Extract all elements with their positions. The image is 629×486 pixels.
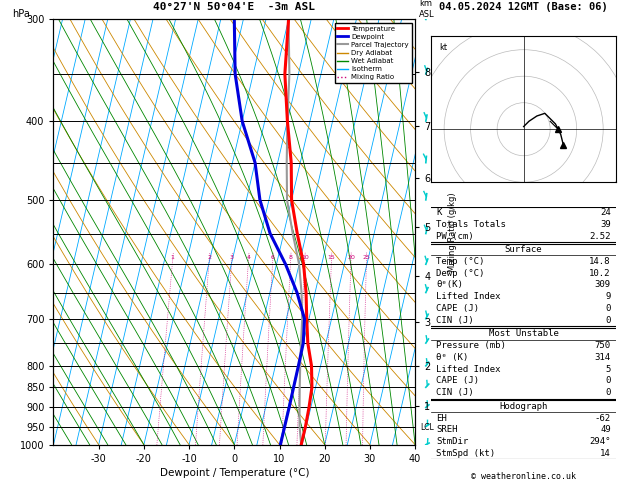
X-axis label: Dewpoint / Temperature (°C): Dewpoint / Temperature (°C) bbox=[160, 468, 309, 478]
Text: Temp (°C): Temp (°C) bbox=[437, 257, 485, 266]
Text: LCL: LCL bbox=[421, 423, 434, 432]
Text: 0: 0 bbox=[606, 316, 611, 325]
Text: 8: 8 bbox=[289, 255, 292, 260]
Text: hPa: hPa bbox=[12, 9, 30, 18]
Text: θᵉ(K): θᵉ(K) bbox=[437, 280, 464, 289]
Text: Hodograph: Hodograph bbox=[499, 402, 548, 411]
Text: 20: 20 bbox=[347, 255, 355, 260]
Text: 0: 0 bbox=[606, 388, 611, 397]
Text: 3: 3 bbox=[230, 255, 234, 260]
Text: 14.8: 14.8 bbox=[589, 257, 611, 266]
Text: 294°: 294° bbox=[589, 437, 611, 446]
Text: 309: 309 bbox=[595, 280, 611, 289]
Text: © weatheronline.co.uk: © weatheronline.co.uk bbox=[471, 472, 576, 481]
Text: 25: 25 bbox=[362, 255, 370, 260]
Text: 10: 10 bbox=[301, 255, 309, 260]
Text: CAPE (J): CAPE (J) bbox=[437, 377, 479, 385]
Text: K: K bbox=[437, 208, 442, 217]
Text: CIN (J): CIN (J) bbox=[437, 316, 474, 325]
Text: 4: 4 bbox=[247, 255, 250, 260]
Text: 314: 314 bbox=[595, 353, 611, 362]
Text: EH: EH bbox=[437, 414, 447, 422]
Text: 6: 6 bbox=[271, 255, 275, 260]
Text: Most Unstable: Most Unstable bbox=[489, 330, 559, 338]
Text: 39: 39 bbox=[600, 220, 611, 229]
Text: Lifted Index: Lifted Index bbox=[437, 292, 501, 301]
Text: Pressure (mb): Pressure (mb) bbox=[437, 341, 506, 350]
Text: 15: 15 bbox=[328, 255, 335, 260]
Text: 0: 0 bbox=[606, 304, 611, 313]
Text: Mixing Ratio (g/kg): Mixing Ratio (g/kg) bbox=[448, 192, 457, 272]
Text: kt: kt bbox=[439, 43, 447, 52]
Text: 5: 5 bbox=[606, 364, 611, 374]
Text: θᵉ (K): θᵉ (K) bbox=[437, 353, 469, 362]
Text: 49: 49 bbox=[600, 425, 611, 434]
Text: 9: 9 bbox=[606, 292, 611, 301]
Text: 1: 1 bbox=[170, 255, 175, 260]
Text: Totals Totals: Totals Totals bbox=[437, 220, 506, 229]
Text: 40°27'N 50°04'E  -3m ASL: 40°27'N 50°04'E -3m ASL bbox=[153, 2, 315, 12]
Legend: Temperature, Dewpoint, Parcel Trajectory, Dry Adiabat, Wet Adiabat, Isotherm, Mi: Temperature, Dewpoint, Parcel Trajectory… bbox=[335, 23, 411, 83]
Text: Surface: Surface bbox=[505, 245, 542, 254]
Text: SREH: SREH bbox=[437, 425, 458, 434]
Text: 04.05.2024 12GMT (Base: 06): 04.05.2024 12GMT (Base: 06) bbox=[439, 2, 608, 12]
Text: 2.52: 2.52 bbox=[589, 231, 611, 241]
Text: Dewp (°C): Dewp (°C) bbox=[437, 269, 485, 278]
Text: 2: 2 bbox=[208, 255, 211, 260]
Text: PW (cm): PW (cm) bbox=[437, 231, 474, 241]
Text: 0: 0 bbox=[606, 377, 611, 385]
Text: Lifted Index: Lifted Index bbox=[437, 364, 501, 374]
Text: km
ASL: km ASL bbox=[419, 0, 435, 18]
Text: 750: 750 bbox=[595, 341, 611, 350]
Text: 24: 24 bbox=[600, 208, 611, 217]
Text: CIN (J): CIN (J) bbox=[437, 388, 474, 397]
Text: StmDir: StmDir bbox=[437, 437, 469, 446]
Text: -62: -62 bbox=[595, 414, 611, 422]
Text: 14: 14 bbox=[600, 449, 611, 458]
Text: CAPE (J): CAPE (J) bbox=[437, 304, 479, 313]
Text: 10.2: 10.2 bbox=[589, 269, 611, 278]
Text: StmSpd (kt): StmSpd (kt) bbox=[437, 449, 496, 458]
